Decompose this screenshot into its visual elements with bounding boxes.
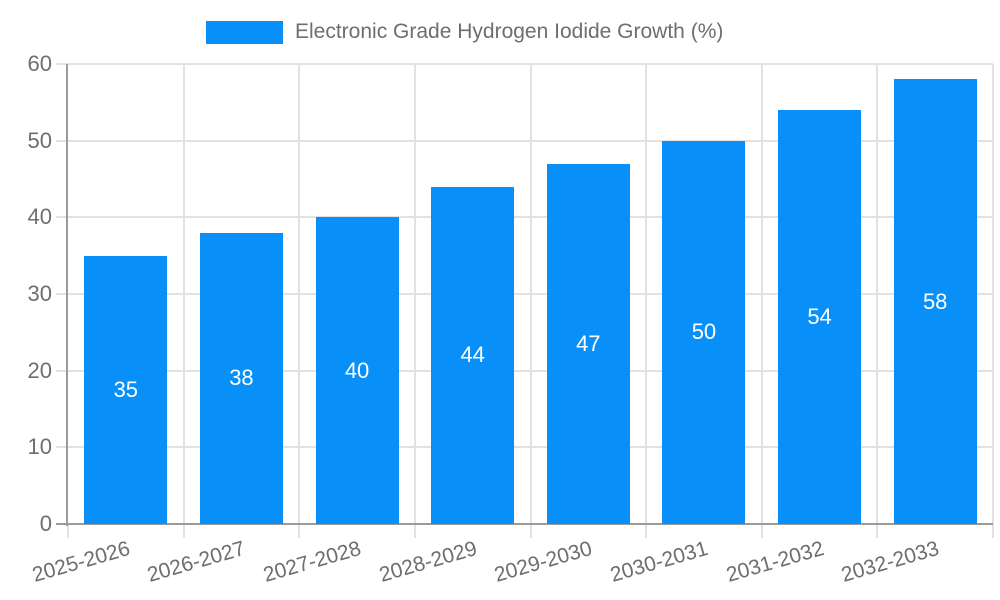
y-tick-label: 40 xyxy=(27,204,52,230)
y-tick-label: 0 xyxy=(39,511,52,536)
x-tick xyxy=(413,524,416,538)
bar xyxy=(893,79,977,524)
y-gridline xyxy=(56,369,993,372)
bar-value-label: 44 xyxy=(460,342,485,368)
x-tick xyxy=(645,524,648,538)
bar xyxy=(84,255,168,524)
legend-label: Electronic Grade Hydrogen Iodide Growth … xyxy=(295,20,724,43)
bar xyxy=(546,163,630,524)
x-gridline xyxy=(298,64,301,524)
y-gridline xyxy=(56,216,993,219)
x-gridline xyxy=(182,64,185,524)
bar xyxy=(315,217,399,524)
legend-swatch-icon xyxy=(206,21,283,44)
x-tick xyxy=(992,524,994,538)
y-tick-label: 20 xyxy=(27,357,52,383)
bar-value-label: 54 xyxy=(807,304,832,329)
x-tick xyxy=(760,524,763,538)
y-tick-label: 60 xyxy=(27,51,52,76)
y-gridline xyxy=(56,446,993,449)
x-gridline xyxy=(876,64,879,524)
y-tick-label: 10 xyxy=(27,434,52,460)
y-axis-line xyxy=(66,64,68,526)
bar xyxy=(431,186,515,524)
bar xyxy=(199,232,283,524)
bar-value-label: 38 xyxy=(229,365,254,391)
x-axis-line xyxy=(56,523,993,525)
bar xyxy=(778,110,862,524)
bar xyxy=(662,140,746,524)
x-tick xyxy=(876,524,879,538)
x-tick xyxy=(67,524,69,538)
x-gridline xyxy=(992,64,994,524)
y-gridline xyxy=(56,63,993,65)
x-gridline xyxy=(413,64,416,524)
x-tick xyxy=(298,524,301,538)
x-gridline xyxy=(645,64,648,524)
bar-value-label: 47 xyxy=(576,330,601,356)
bar-value-label: 50 xyxy=(691,319,717,345)
bar-value-label: 35 xyxy=(113,376,139,402)
y-gridline xyxy=(56,139,993,142)
x-tick xyxy=(529,524,532,538)
chart-legend[interactable]: Electronic Grade Hydrogen Iodide Growth … xyxy=(206,18,723,45)
y-tick-label: 50 xyxy=(27,127,52,153)
y-tick-label: 30 xyxy=(27,281,52,306)
y-gridline xyxy=(56,293,993,295)
x-tick xyxy=(182,524,185,538)
bar-value-label: 58 xyxy=(922,288,948,314)
bar-value-label: 40 xyxy=(344,357,370,383)
x-gridline xyxy=(760,64,763,524)
x-gridline xyxy=(529,64,532,524)
